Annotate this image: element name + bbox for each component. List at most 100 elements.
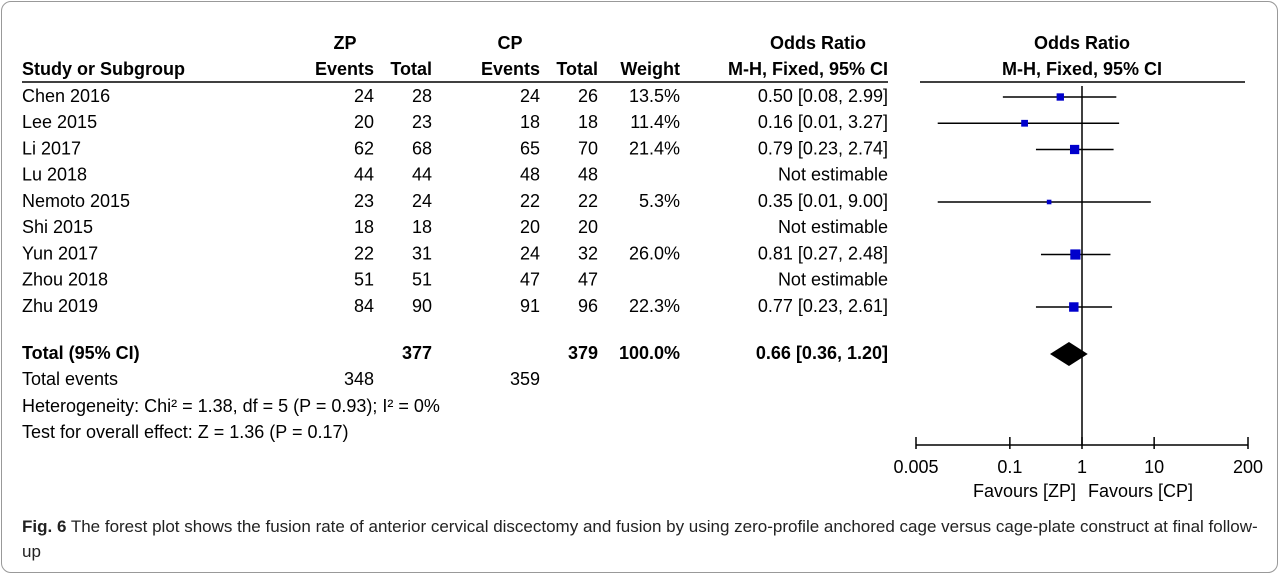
x-tick-label: 0.005 [893,457,938,477]
zp-events: 24 [354,86,374,106]
cp-total: 18 [578,112,598,132]
x-tick-label: 1 [1077,457,1087,477]
odds-ratio: 0.81 [0.27, 2.48] [758,243,888,263]
study-name: Li 2017 [22,138,81,158]
zp-events: 20 [354,112,374,132]
caption-text: The forest plot shows the fusion rate of… [22,517,1258,561]
cp-events: 65 [520,138,540,158]
x-tick-label: 10 [1144,457,1164,477]
cp-total: 32 [578,243,598,263]
x-tick-label: 200 [1233,457,1263,477]
odds-ratio: 0.50 [0.08, 2.99] [758,86,888,106]
cp-total: 70 [578,138,598,158]
total-cp: 379 [568,343,598,363]
cp-events: 18 [520,112,540,132]
total-events-zp: 348 [344,369,374,389]
study-name: Lee 2015 [22,112,97,132]
cp-events: 47 [520,270,540,290]
zp-total: 44 [412,165,432,185]
x-tick-label: 0.1 [997,457,1022,477]
zp-total: 24 [412,191,432,211]
weight: 22.3% [629,296,680,316]
overall-effect: Test for overall effect: Z = 1.36 (P = 0… [22,422,349,442]
point-estimate [1069,144,1080,155]
header: Events [481,59,540,79]
zp-events: 22 [354,243,374,263]
odds-ratio: 0.35 [0.01, 9.00] [758,191,888,211]
point-estimate [1056,93,1064,101]
odds-ratio: Not estimable [778,270,888,290]
header: M-H, Fixed, 95% CI [728,59,888,79]
cp-total: 96 [578,296,598,316]
odds-ratio: 0.79 [0.23, 2.74] [758,138,888,158]
header: Odds Ratio [770,33,866,53]
cp-events: 22 [520,191,540,211]
total-label: Total (95% CI) [22,343,140,363]
study-name: Zhou 2018 [22,270,108,290]
header: M-H, Fixed, 95% CI [1002,59,1162,79]
favours-left: Favours [ZP] [973,481,1076,501]
study-name: Lu 2018 [22,165,87,185]
weight: 21.4% [629,138,680,158]
header: Weight [620,59,680,79]
zp-events: 18 [354,217,374,237]
caption: Fig. 6 The forest plot shows the fusion … [22,514,1262,564]
cp-events: 48 [520,165,540,185]
cp-total: 47 [578,270,598,290]
cp-total: 20 [578,217,598,237]
point-estimate [1046,199,1052,205]
forest-plot: ZP CP Odds Ratio Odds Ratio Study or Subgrou… [22,33,1263,501]
zp-events: 44 [354,165,374,185]
weight: 26.0% [629,243,680,263]
zp-total: 18 [412,217,432,237]
study-name: Zhu 2019 [22,296,98,316]
cp-events: 24 [520,86,540,106]
favours-right: Favours [CP] [1088,481,1193,501]
total-events-label: Total events [22,369,118,389]
total-zp: 377 [402,343,432,363]
zp-events: 62 [354,138,374,158]
cp-total: 22 [578,191,598,211]
weight: 5.3% [639,191,680,211]
summary-diamond [1049,342,1088,366]
header: ZP [333,33,356,53]
zp-total: 31 [412,243,432,263]
header: Events [315,59,374,79]
odds-ratio: Not estimable [778,165,888,185]
study-name: Chen 2016 [22,86,110,106]
total-or: 0.66 [0.36, 1.20] [756,343,888,363]
zp-events: 84 [354,296,374,316]
heterogeneity: Heterogeneity: Chi² = 1.38, df = 5 (P = … [22,396,440,416]
zp-total: 23 [412,112,432,132]
cp-events: 24 [520,243,540,263]
zp-total: 68 [412,138,432,158]
total-weight: 100.0% [619,343,680,363]
header: Total [390,59,432,79]
cp-total: 48 [578,165,598,185]
cp-events: 91 [520,296,540,316]
point-estimate [1021,119,1028,127]
study-name: Yun 2017 [22,243,98,263]
zp-total: 28 [412,86,432,106]
weight: 13.5% [629,86,680,106]
cp-total: 26 [578,86,598,106]
total-events-cp: 359 [510,369,540,389]
odds-ratio: 0.77 [0.23, 2.61] [758,296,888,316]
caption-label: Fig. 6 [22,517,67,536]
study-name: Shi 2015 [22,217,93,237]
point-estimate [1069,302,1079,312]
odds-ratio: 0.16 [0.01, 3.27] [758,112,888,132]
study-name: Nemoto 2015 [22,191,130,211]
zp-total: 51 [412,270,432,290]
header: CP [497,33,522,53]
cp-events: 20 [520,217,540,237]
point-estimate [1070,249,1081,260]
zp-events: 23 [354,191,374,211]
header: Total [556,59,598,79]
header: Odds Ratio [1034,33,1130,53]
zp-total: 90 [412,296,432,316]
weight: 11.4% [630,112,680,132]
header: Study or Subgroup [22,59,185,79]
